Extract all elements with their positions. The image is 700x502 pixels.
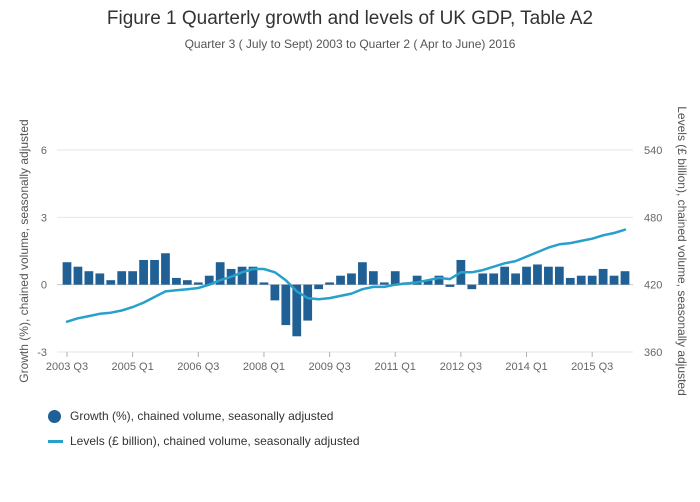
legend-item-levels[interactable]: Levels (£ billion), chained volume, seas… <box>48 434 360 448</box>
growth-bar[interactable] <box>445 284 455 287</box>
growth-bar[interactable] <box>368 271 378 285</box>
x-tick-label: 2014 Q1 <box>505 361 547 373</box>
growth-bar[interactable] <box>248 266 258 285</box>
growth-bar[interactable] <box>161 253 170 285</box>
growth-bar[interactable] <box>182 280 192 285</box>
growth-bar[interactable] <box>347 273 356 285</box>
growth-bar[interactable] <box>511 273 520 285</box>
y-right-tick-label: 480 <box>644 212 662 224</box>
growth-bar[interactable] <box>292 284 302 337</box>
legend-item-growth[interactable]: Growth (%), chained volume, seasonally a… <box>48 409 333 423</box>
growth-bar[interactable] <box>259 282 269 285</box>
x-tick-label: 2008 Q1 <box>243 361 285 373</box>
growth-bar[interactable] <box>117 271 127 285</box>
growth-bar[interactable] <box>576 275 586 285</box>
x-tick-label: 2006 Q3 <box>177 361 219 373</box>
growth-bar[interactable] <box>412 275 422 285</box>
chart-plot: -3 0 3 6 360 420 480 540 2003 Q3 2005 Q1 2006 Q3… <box>17 106 689 396</box>
growth-bar[interactable] <box>609 275 619 285</box>
growth-bar[interactable] <box>620 271 630 285</box>
y-left-tick-label: 3 <box>41 212 47 224</box>
growth-bar[interactable] <box>522 266 531 285</box>
growth-bar[interactable] <box>478 273 488 285</box>
growth-bar[interactable] <box>270 284 280 301</box>
growth-bar[interactable] <box>325 282 334 285</box>
growth-bar[interactable] <box>565 277 575 285</box>
growth-bar[interactable] <box>193 282 203 285</box>
growth-bar[interactable] <box>489 273 499 285</box>
growth-bar[interactable] <box>303 284 313 321</box>
x-tick-label: 2005 Q1 <box>112 361 154 373</box>
growth-bar[interactable] <box>62 262 72 285</box>
legend-levels-label: Levels (£ billion), chained volume, seas… <box>70 434 360 448</box>
x-tick-label: 2012 Q3 <box>440 361 482 373</box>
growth-bar[interactable] <box>358 262 367 285</box>
growth-bar[interactable] <box>336 275 345 285</box>
y-left-tick-label: 6 <box>41 145 47 157</box>
growth-bar[interactable] <box>467 284 477 290</box>
growth-bar[interactable] <box>598 268 608 285</box>
growth-bar[interactable] <box>106 280 116 285</box>
growth-bar[interactable] <box>215 262 225 285</box>
y-axis-right-label: Levels (£ billion), chained volume, seas… <box>675 106 689 396</box>
growth-bar[interactable] <box>139 259 148 285</box>
x-tick-label: 2003 Q3 <box>46 361 88 373</box>
levels-series-line <box>65 228 627 323</box>
growth-bar[interactable] <box>84 271 94 285</box>
chart-subtitle: Quarter 3 ( July to Sept) 2003 to Quarte… <box>184 37 516 51</box>
growth-bar[interactable] <box>533 264 542 285</box>
legend-growth-swatch <box>48 409 61 423</box>
growth-bar[interactable] <box>390 271 400 285</box>
growth-bar[interactable] <box>434 275 444 285</box>
growth-bar[interactable] <box>95 273 105 285</box>
x-tick-label: 2015 Q3 <box>571 361 613 373</box>
y-right-tick-label: 360 <box>644 347 662 359</box>
x-tick-label: 2011 Q1 <box>375 361 416 373</box>
y-left-tick-label: 0 <box>41 280 47 292</box>
legend-growth-label: Growth (%), chained volume, seasonally a… <box>70 409 334 423</box>
y-left-tick-label: -3 <box>37 347 47 359</box>
growth-bar[interactable] <box>204 275 214 285</box>
growth-bar[interactable] <box>314 284 324 290</box>
x-tick-label: 2009 Q3 <box>308 361 350 373</box>
growth-bar[interactable] <box>379 282 389 285</box>
growth-bar[interactable] <box>150 259 159 285</box>
growth-bar[interactable] <box>587 275 597 285</box>
growth-bar[interactable] <box>172 277 181 285</box>
growth-bar[interactable] <box>500 266 510 285</box>
growth-bar[interactable] <box>554 266 564 285</box>
growth-bar[interactable] <box>544 266 553 285</box>
growth-bar[interactable] <box>281 284 291 326</box>
legend-levels-swatch <box>48 439 63 443</box>
chart-title: Figure 1 Quarterly growth and levels of … <box>106 8 594 29</box>
growth-bar[interactable] <box>73 266 83 285</box>
growth-bar[interactable] <box>423 280 433 285</box>
y-axis-left-label: Growth (%), chained volume, seasonally a… <box>17 119 31 382</box>
growth-bar[interactable] <box>128 271 138 285</box>
growth-bar[interactable] <box>237 266 247 285</box>
y-right-tick-label: 420 <box>644 280 662 292</box>
y-right-tick-label: 540 <box>644 145 662 157</box>
